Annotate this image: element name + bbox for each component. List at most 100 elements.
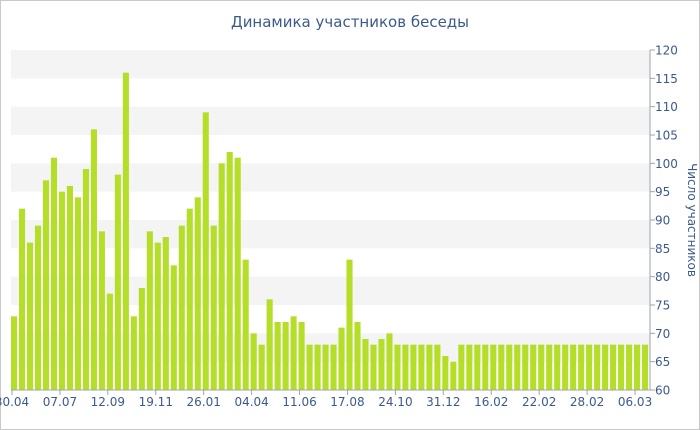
bar: [210, 225, 217, 390]
x-tick-label: 07.07: [43, 395, 77, 409]
bar: [234, 157, 241, 390]
x-tick-label: 04.04: [234, 395, 268, 409]
y-tick-label: 105: [655, 129, 678, 143]
y-tick-label: 75: [655, 299, 670, 313]
y-axis-label: Число участников: [685, 163, 699, 277]
bar: [530, 344, 537, 390]
bar: [378, 339, 385, 390]
bar: [202, 112, 209, 390]
bar: [186, 208, 193, 390]
bar: [394, 344, 401, 390]
bar: [274, 322, 281, 390]
bar: [562, 344, 569, 390]
y-tick-label: 100: [655, 157, 678, 171]
grid-band: [11, 220, 650, 249]
bar: [634, 344, 641, 390]
x-tick-label: 22.02: [522, 395, 556, 409]
bar: [586, 344, 593, 390]
x-tick-label: 26.01: [187, 395, 221, 409]
x-tick-label: 12.09: [91, 395, 125, 409]
bar: [522, 344, 529, 390]
y-tick-label: 80: [655, 270, 670, 284]
chart-title: Динамика участников беседы: [230, 13, 470, 31]
bar: [258, 344, 265, 390]
bar: [434, 344, 441, 390]
bar: [306, 344, 313, 390]
y-tick-label: 60: [655, 384, 670, 398]
bar: [106, 293, 113, 390]
bar: [290, 316, 297, 390]
bar: [626, 344, 633, 390]
bar: [514, 344, 521, 390]
x-tick-label: 28.02: [570, 395, 604, 409]
bar: [98, 231, 105, 390]
bar: [450, 361, 457, 390]
bar: [474, 344, 481, 390]
bar: [194, 197, 201, 390]
bar: [466, 344, 473, 390]
bar: [314, 344, 321, 390]
bar: [362, 339, 369, 390]
bar: [66, 186, 73, 390]
bar: [282, 322, 289, 390]
bar: [418, 344, 425, 390]
x-tick-label: 30.04: [0, 395, 29, 409]
bar: [242, 259, 249, 390]
bar: [322, 344, 329, 390]
bar: [546, 344, 553, 390]
x-tick-label: 31.12: [426, 395, 460, 409]
bar: [154, 242, 161, 390]
bar: [266, 299, 273, 390]
bar: [250, 333, 257, 390]
bar: [26, 242, 34, 390]
bar: [490, 344, 497, 390]
grid-band: [11, 163, 650, 192]
grid-band: [11, 106, 650, 135]
bar: [170, 265, 177, 390]
x-tick-labels: 30.04 07.07 12.09 19.11 26.01 04.04 11.06 17.08…: [0, 390, 652, 409]
bar: [538, 344, 545, 390]
bar: [74, 197, 81, 390]
bar: [482, 344, 489, 390]
bar-series: [11, 72, 649, 391]
bar: [330, 344, 337, 390]
x-tick-label: 16.02: [474, 395, 508, 409]
bar: [338, 327, 345, 390]
bar: [642, 344, 649, 390]
bar: [82, 169, 89, 390]
grid-band: [11, 50, 650, 79]
bar: [570, 344, 577, 390]
y-tick-label: 95: [655, 185, 670, 199]
y-tick-label: 90: [655, 214, 670, 228]
bar: [18, 208, 26, 390]
y-tick-label: 85: [655, 242, 670, 256]
bar: [146, 231, 153, 390]
x-tick-label: 06.03: [618, 395, 652, 409]
bar: [610, 344, 617, 390]
x-tick-label: 24.10: [378, 395, 412, 409]
bar: [442, 356, 449, 390]
y-tick-label: 70: [655, 327, 670, 341]
x-tick-label: 11.06: [282, 395, 316, 409]
bar: [506, 344, 513, 390]
bar: [354, 322, 361, 390]
bar: [50, 157, 58, 390]
x-tick-label: 17.08: [330, 395, 364, 409]
bar: [34, 225, 42, 390]
bar: [346, 259, 353, 390]
bar: [138, 288, 145, 390]
bar: [386, 333, 393, 390]
bar: [498, 344, 505, 390]
y-tick-label: 115: [655, 72, 678, 86]
bar: [114, 174, 121, 390]
bar: [578, 344, 585, 390]
bar: [618, 344, 625, 390]
bar: [218, 163, 225, 390]
bar: [226, 152, 233, 390]
bar: [594, 344, 601, 390]
bar: [122, 72, 129, 391]
y-tick-labels: 60 65 70 75 80 85 90 95 100 105 110 115 120: [650, 44, 678, 398]
bar: [410, 344, 417, 390]
bar: [426, 344, 433, 390]
